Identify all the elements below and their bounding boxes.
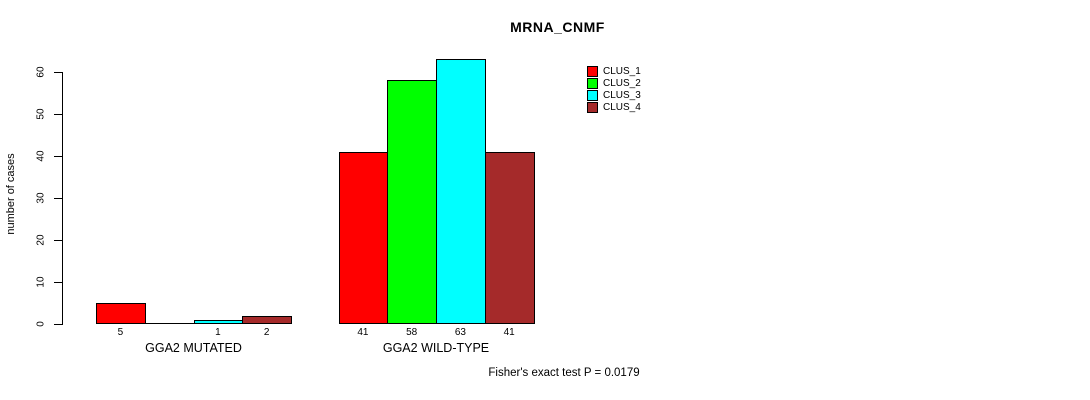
legend-label: CLUS_3	[603, 90, 641, 101]
bar-value-label: 41	[503, 327, 515, 338]
legend-row: CLUS_1	[587, 66, 641, 77]
bar	[436, 59, 486, 324]
group-label: GGA2 WILD-TYPE	[382, 341, 490, 355]
legend-color-swatch	[587, 78, 598, 89]
y-axis-tick	[54, 114, 62, 115]
legend-label: CLUS_4	[603, 102, 641, 113]
y-axis-tick	[54, 156, 62, 157]
stat-test-caption: Fisher's exact test P = 0.0179	[488, 367, 640, 379]
bar	[242, 315, 292, 324]
y-axis-tick	[54, 240, 62, 241]
legend-color-swatch	[587, 90, 598, 101]
group-label: GGA2 MUTATED	[145, 341, 242, 355]
bar-value-label: 58	[406, 327, 418, 338]
bar-value-label: 41	[357, 327, 369, 338]
y-axis-tick-label: 20	[35, 234, 47, 246]
bar	[484, 151, 535, 324]
y-axis-tick-label: 50	[35, 108, 47, 120]
y-axis-tick	[54, 324, 62, 325]
bar-value-label: 2	[263, 327, 270, 338]
y-axis-line	[62, 72, 63, 325]
bar	[387, 80, 437, 324]
legend-label: CLUS_1	[603, 66, 641, 77]
bar	[96, 303, 146, 324]
y-axis-tick-label: 40	[35, 150, 47, 162]
legend-color-swatch	[587, 66, 598, 77]
bar-value-label: 1	[215, 327, 221, 338]
legend: CLUS_1 CLUS_2 CLUS_3 CLUS_4	[587, 66, 641, 114]
y-axis-tick	[54, 72, 62, 73]
y-axis-title: number of cases	[5, 153, 17, 235]
y-axis-tick	[54, 198, 62, 199]
y-axis-tick-label: 0	[35, 321, 47, 327]
legend-label: CLUS_2	[603, 78, 641, 89]
bar	[193, 319, 244, 324]
legend-row: CLUS_3	[587, 90, 641, 101]
legend-row: CLUS_4	[587, 102, 641, 113]
zero-height-bar	[144, 323, 195, 324]
y-axis-tick-label: 30	[35, 192, 47, 204]
y-axis-tick	[54, 282, 62, 283]
legend-color-swatch	[587, 102, 598, 113]
chart-title: MRNA_CNMF	[510, 19, 605, 35]
legend-row: CLUS_2	[587, 78, 641, 89]
y-axis-tick-label: 10	[35, 276, 47, 288]
y-axis-tick-label: 60	[35, 66, 47, 78]
bar-value-label: 5	[117, 327, 124, 338]
bar-value-label: 63	[454, 327, 466, 338]
bar	[338, 151, 389, 324]
